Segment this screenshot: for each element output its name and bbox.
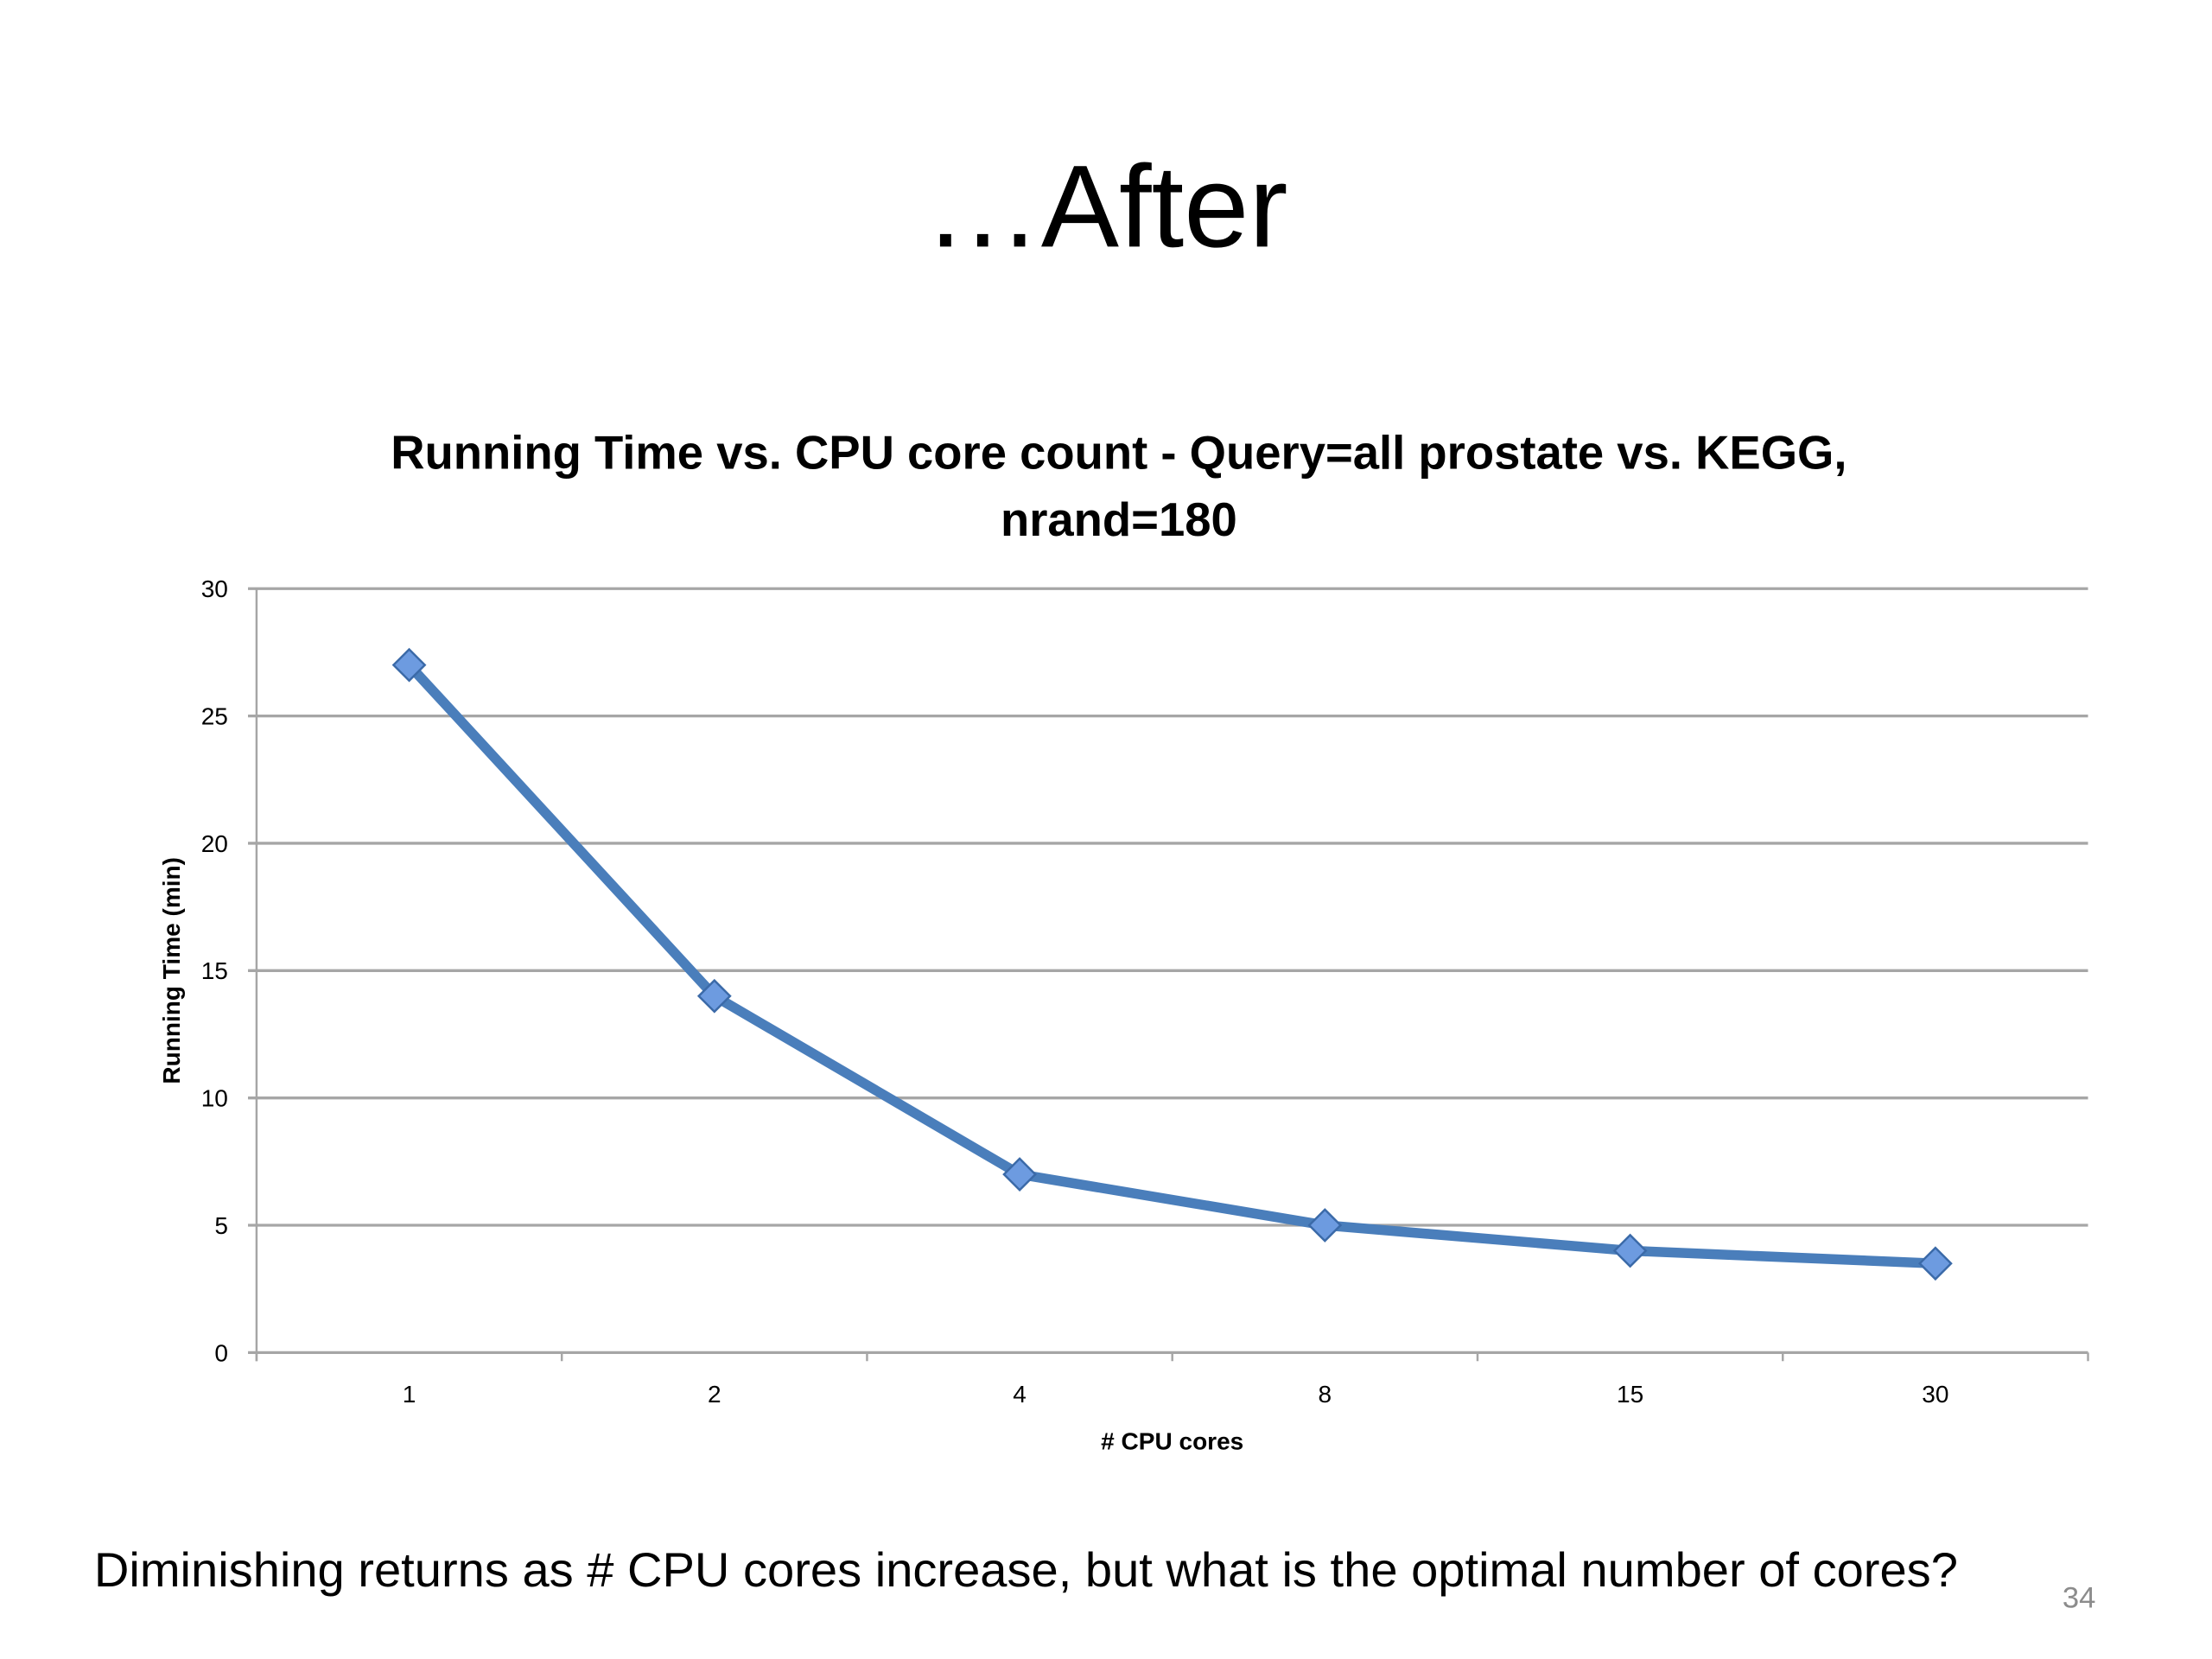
x-tick-label: 2 [708,1381,721,1408]
x-tick-label: 8 [1319,1381,1332,1408]
data-point-marker [696,978,732,1014]
data-point-marker [1002,1157,1037,1192]
slide-title: …After [924,142,1288,273]
series-line [405,661,1936,1268]
y-tick-label: 10 [201,1085,228,1112]
x-tick-label: 4 [1013,1381,1027,1408]
data-point-marker [1917,1246,1953,1281]
chart-title: Running Time vs. CPU core count - Query=… [391,426,1847,546]
data-point-marker [391,647,427,683]
data-point-marker [1612,1233,1648,1268]
y-tick-label: 20 [201,830,228,857]
y-tick-label: 30 [201,575,228,602]
x-axis-label: # CPU cores [1101,1428,1243,1455]
page-number: 34 [2062,1581,2096,1615]
slide-footnote: Diminishing returns as # CPU cores incre… [93,1543,1958,1599]
y-axis-label: Running Time (min) [158,857,185,1084]
x-tick-label: 15 [1617,1381,1643,1408]
y-tick-label: 15 [201,957,228,984]
y-tick-label: 25 [201,702,228,729]
x-tick-label: 30 [1922,1381,1948,1408]
data-point-marker [1307,1208,1343,1243]
y-tick-label: 5 [214,1212,228,1239]
x-tick-label: 1 [403,1381,416,1408]
y-tick-label: 0 [214,1339,228,1366]
